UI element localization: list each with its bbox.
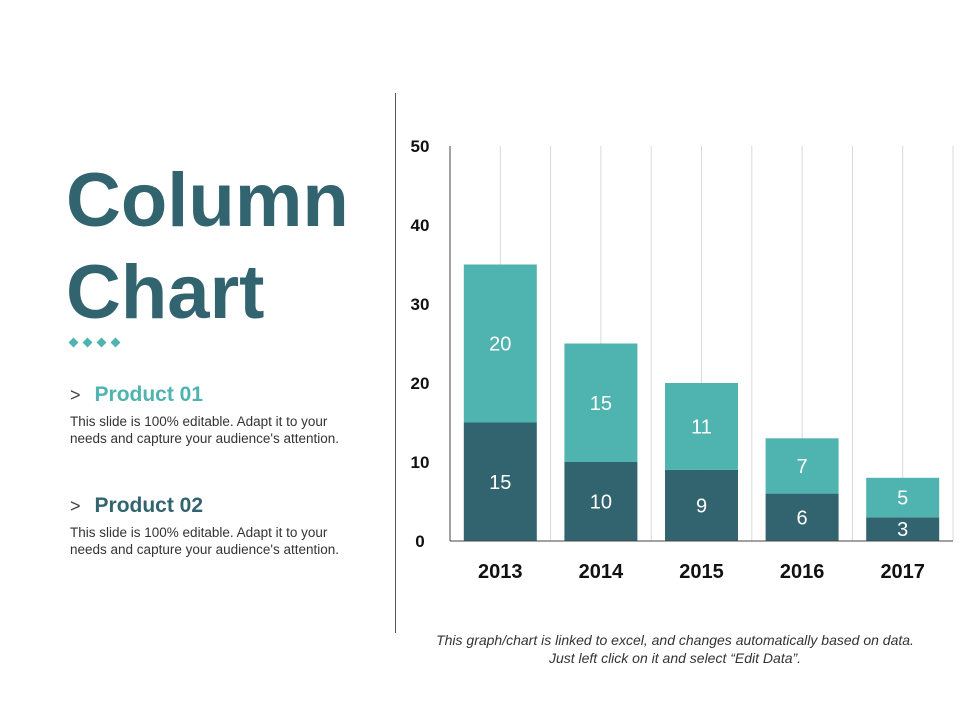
bar-segment — [866, 517, 940, 541]
chevron-right-icon: > — [70, 495, 81, 516]
data-label: 20 — [489, 334, 511, 356]
data-label: 11 — [691, 416, 712, 438]
product-02-block: > Product 02 This slide is 100% editable.… — [70, 494, 360, 558]
data-label: 7 — [797, 456, 808, 478]
data-label: 10 — [590, 492, 612, 514]
bar-segment — [463, 264, 537, 423]
y-tick-label: 50 — [411, 137, 430, 156]
x-tick-label: 2017 — [880, 561, 925, 583]
chevron-right-icon: > — [70, 384, 81, 405]
bar-segment — [765, 493, 839, 541]
data-label: 9 — [696, 495, 707, 517]
product-01-label: Product 01 — [94, 383, 204, 406]
bar-segment — [564, 462, 638, 541]
data-label: 15 — [489, 472, 511, 494]
divider — [395, 93, 396, 633]
bar-segment — [564, 343, 638, 462]
product-01-block: > Product 01 This slide is 100% editable.… — [70, 383, 360, 447]
y-tick-label: 0 — [415, 532, 424, 551]
data-label: 3 — [897, 519, 908, 541]
bar-segment — [463, 422, 537, 541]
title-line-1: Column — [66, 158, 349, 243]
x-tick-label: 2013 — [478, 561, 523, 583]
chart-note: This graph/chart is linked to excel, and… — [436, 632, 914, 666]
product-01-description: This slide is 100% editable. Adapt it to… — [70, 414, 340, 446]
x-tick-label: 2014 — [579, 561, 624, 583]
bar-segment — [665, 383, 738, 470]
title-line-2: Chart — [66, 250, 265, 335]
bar-segment — [866, 477, 940, 518]
x-tick-label: 2016 — [780, 561, 825, 583]
data-label: 6 — [797, 507, 808, 529]
product-02-label: Product 02 — [94, 494, 204, 517]
data-label: 5 — [897, 488, 908, 510]
bar-segment — [665, 469, 738, 541]
y-tick-label: 10 — [411, 453, 430, 472]
y-tick-label: 40 — [411, 216, 430, 235]
y-tick-label: 30 — [411, 295, 430, 314]
data-label: 15 — [590, 393, 612, 415]
y-tick-label: 20 — [411, 374, 430, 393]
x-tick-label: 2015 — [679, 561, 724, 583]
bar-segment — [765, 438, 839, 494]
page-title: Column Chart — [66, 155, 349, 339]
product-02-description: This slide is 100% editable. Adapt it to… — [70, 525, 340, 557]
